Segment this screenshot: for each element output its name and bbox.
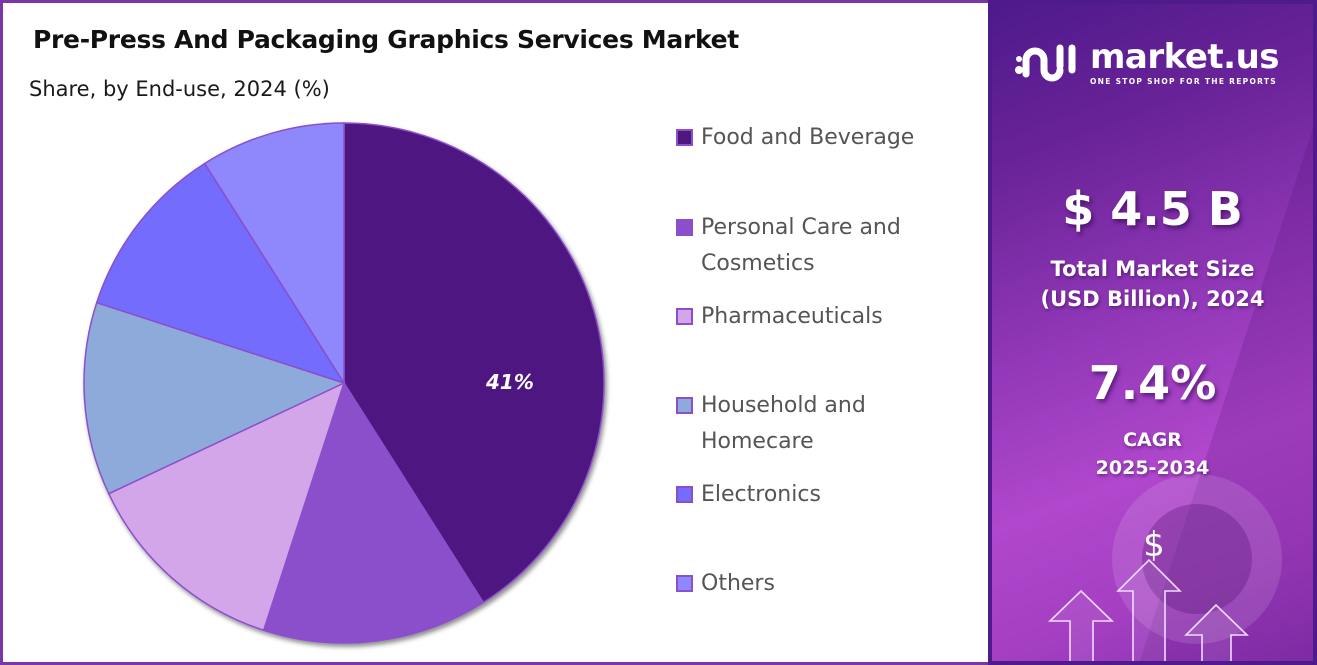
dollar-icon: $ <box>1143 525 1165 565</box>
cagr-label: CAGR 2025-2034 <box>992 426 1313 482</box>
pie-svg <box>83 122 605 644</box>
cagr-label-line1: CAGR <box>1123 429 1182 451</box>
legend-item-pharmaceuticals[interactable]: Pharmaceuticals <box>676 299 971 335</box>
legend-item-personal-care-and-cosmetics[interactable]: Personal Care and Cosmetics <box>676 210 971 282</box>
legend-label: Others <box>701 571 775 596</box>
cagr-value: 7.4% <box>1088 356 1217 410</box>
legend-item-household-and-homecare[interactable]: Household and Homecare <box>676 388 921 460</box>
legend-label: Food and Beverage <box>701 125 915 150</box>
pie-slice-electronics[interactable] <box>95 162 346 385</box>
legend-swatch-icon <box>676 575 693 592</box>
brand-logo[interactable]: market.us ONE STOP SHOP FOR THE REPORTS <box>1014 37 1280 86</box>
chart-subtitle: Share, by End-use, 2024 (%) <box>29 77 330 101</box>
legend-label: Personal Care and Cosmetics <box>701 215 901 276</box>
market-summary-panel: market.us ONE STOP SHOP FOR THE REPORTS … <box>988 0 1317 665</box>
legend-label: Electronics <box>701 482 821 507</box>
background-coffee-cup-inner <box>1142 504 1252 614</box>
legend-swatch-icon <box>676 397 693 414</box>
pie-slice-personal-care-and-cosmetics[interactable] <box>262 381 485 644</box>
legend-item-food-and-beverage[interactable]: Food and Beverage <box>676 120 971 156</box>
pie-slice-others[interactable] <box>203 122 345 386</box>
market-size-label-line2: (USD Billion), 2024 <box>1040 287 1265 311</box>
legend-label: Pharmaceuticals <box>701 304 883 329</box>
chart-legend: Food and Beverage Personal Care and Cosm… <box>676 3 986 665</box>
pie-slice-pharmaceuticals[interactable] <box>107 381 346 632</box>
cagr-label-line2: 2025-2034 <box>1095 457 1210 479</box>
market-us-logo-icon <box>1015 44 1076 82</box>
chart-title: Pre-Press And Packaging Graphics Service… <box>33 25 739 54</box>
market-size-label-line1: Total Market Size <box>1050 257 1255 281</box>
pie-slice-household-and-homecare[interactable] <box>83 301 347 495</box>
brand-tagline: ONE STOP SHOP FOR THE REPORTS <box>1090 77 1277 86</box>
pie-slice-food-and-beverage[interactable] <box>343 122 605 604</box>
legend-item-others[interactable]: Others <box>676 566 971 602</box>
chart-panel: Pre-Press And Packaging Graphics Service… <box>0 0 988 665</box>
pie-chart: 41% <box>3 3 703 665</box>
legend-swatch-icon <box>676 486 693 503</box>
arrow-up-right-icon <box>1184 603 1249 661</box>
arrow-up-left-icon <box>1048 589 1114 661</box>
legend-swatch-icon <box>676 129 693 146</box>
slice-label-food-and-beverage: 41% <box>486 370 534 394</box>
market-size-value: $ 4.5 B <box>1062 182 1243 236</box>
growth-arrows-icon: $ <box>1048 525 1249 661</box>
legend-label: Household and Homecare <box>701 393 866 454</box>
legend-swatch-icon <box>676 308 693 325</box>
legend-swatch-icon <box>676 219 693 236</box>
background-coffee-cup <box>1112 474 1282 644</box>
legend-item-electronics[interactable]: Electronics <box>676 477 971 513</box>
market-size-label: Total Market Size (USD Billion), 2024 <box>992 254 1313 314</box>
arrow-up-center-icon <box>1116 558 1182 661</box>
brand-name: market.us <box>1090 37 1280 77</box>
